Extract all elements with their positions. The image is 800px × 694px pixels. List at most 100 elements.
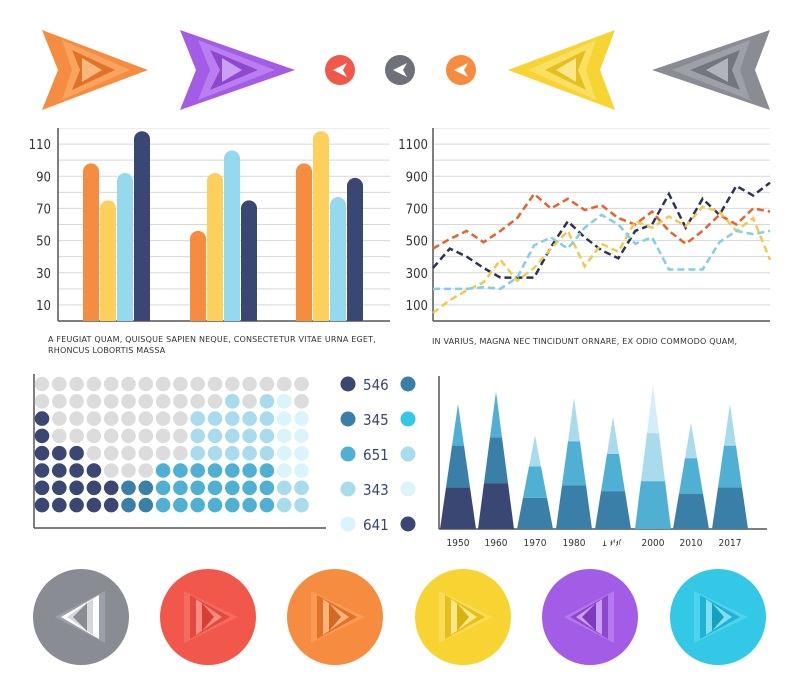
triangle-arrow-gray-icon[interactable] (652, 30, 770, 110)
dot (103, 480, 119, 496)
dot (276, 394, 292, 409)
dot (155, 445, 171, 461)
dot (259, 463, 275, 478)
play-button[interactable] (670, 569, 766, 665)
triangle-segment (712, 487, 748, 529)
bar-base (207, 313, 223, 321)
bar-base (313, 313, 329, 321)
dot (52, 497, 67, 513)
dot (207, 497, 223, 513)
triangle-arrow-yellow-icon[interactable] (508, 30, 615, 110)
back-arrow-gray-button[interactable] (385, 55, 415, 85)
dot (103, 428, 119, 444)
legend-dot (340, 516, 356, 532)
play-button[interactable] (542, 569, 638, 665)
play-button[interactable] (33, 569, 129, 665)
y-tick-label: 500 (406, 235, 428, 250)
legend-dot (340, 481, 356, 497)
legend-swatch (400, 411, 416, 427)
dot (138, 376, 154, 392)
triangle-segment (685, 422, 697, 459)
dot (155, 463, 171, 478)
dot (121, 376, 136, 392)
x-tick-label: 1980 (563, 538, 586, 549)
bar (296, 163, 312, 321)
bar (117, 173, 133, 321)
dot (121, 394, 136, 409)
triangle-segment (679, 458, 703, 494)
dot (69, 428, 84, 444)
bar (134, 131, 150, 321)
dot (259, 445, 275, 461)
legend-swatch (400, 516, 416, 532)
triangle-segment (635, 481, 671, 529)
bar (190, 230, 206, 321)
back-arrow-red-button[interactable] (325, 55, 355, 85)
dot (173, 428, 188, 444)
line-chart-caption: IN VARIUS, MAGNA NEC TINCIDUNT ORNARE, E… (432, 337, 738, 346)
dot (225, 394, 240, 409)
legend-value: 343 (363, 481, 389, 499)
back-arrow-gray-icon (393, 63, 407, 77)
bar-chart: 10 30 50 70 90 110 (30, 128, 390, 322)
play-button[interactable] (415, 569, 511, 665)
play-gray-icon (55, 591, 105, 643)
dot (207, 463, 223, 478)
y-tick-label: 90 (36, 170, 51, 185)
dot (207, 428, 223, 444)
y-tick-label: 50 (36, 235, 51, 250)
dot (69, 480, 84, 496)
dot (103, 497, 119, 513)
dot (103, 445, 119, 461)
play-red-icon (184, 591, 238, 643)
dot (259, 376, 275, 392)
bar (83, 163, 99, 321)
bar-chart-caption: A FEUGIAT QUAM, QUISQUE SAPIEN NEQUE, CO… (48, 335, 377, 355)
bar-base (190, 313, 206, 321)
dot (138, 463, 154, 478)
dot (173, 480, 188, 496)
dot (52, 411, 67, 426)
x-tick-label: 1960 (485, 538, 508, 549)
dot (86, 428, 102, 444)
y-tick-label: 1100 (398, 138, 428, 153)
back-arrow-orange-button[interactable] (446, 55, 476, 85)
bar-base (241, 313, 257, 321)
dot (225, 463, 240, 478)
dot (259, 428, 275, 444)
dot (259, 411, 275, 426)
triangle-segment (601, 454, 625, 492)
dot (138, 428, 154, 444)
dot (294, 394, 309, 409)
triangle-arrow-orange-icon[interactable] (42, 30, 148, 110)
dot (294, 480, 309, 496)
triangle-segment (607, 416, 619, 454)
dot (225, 428, 240, 444)
dot (155, 497, 171, 513)
triangle-segment (484, 437, 508, 484)
bar-base (330, 313, 346, 321)
dot (69, 376, 84, 392)
triangle-segment (647, 385, 659, 434)
dot (294, 376, 309, 392)
triangle-segment (724, 404, 736, 446)
dot (69, 445, 84, 461)
back-arrow-orange-icon (454, 63, 468, 77)
dot (103, 376, 119, 392)
dot (86, 463, 102, 478)
play-button[interactable] (287, 569, 383, 665)
dot (121, 445, 136, 461)
legend-dot (340, 411, 356, 427)
dot (207, 411, 223, 426)
triangle-segment (517, 497, 553, 529)
dot (190, 480, 205, 496)
dot (190, 428, 205, 444)
dot (52, 480, 67, 496)
dot (155, 394, 171, 409)
legend-swatch (400, 446, 416, 462)
triangle-segment (446, 445, 470, 488)
play-button[interactable] (160, 569, 256, 665)
x-tick-label: 1950 (447, 538, 470, 549)
y-tick-label: 100 (406, 299, 428, 314)
triangle-arrow-purple-icon[interactable] (180, 30, 295, 110)
